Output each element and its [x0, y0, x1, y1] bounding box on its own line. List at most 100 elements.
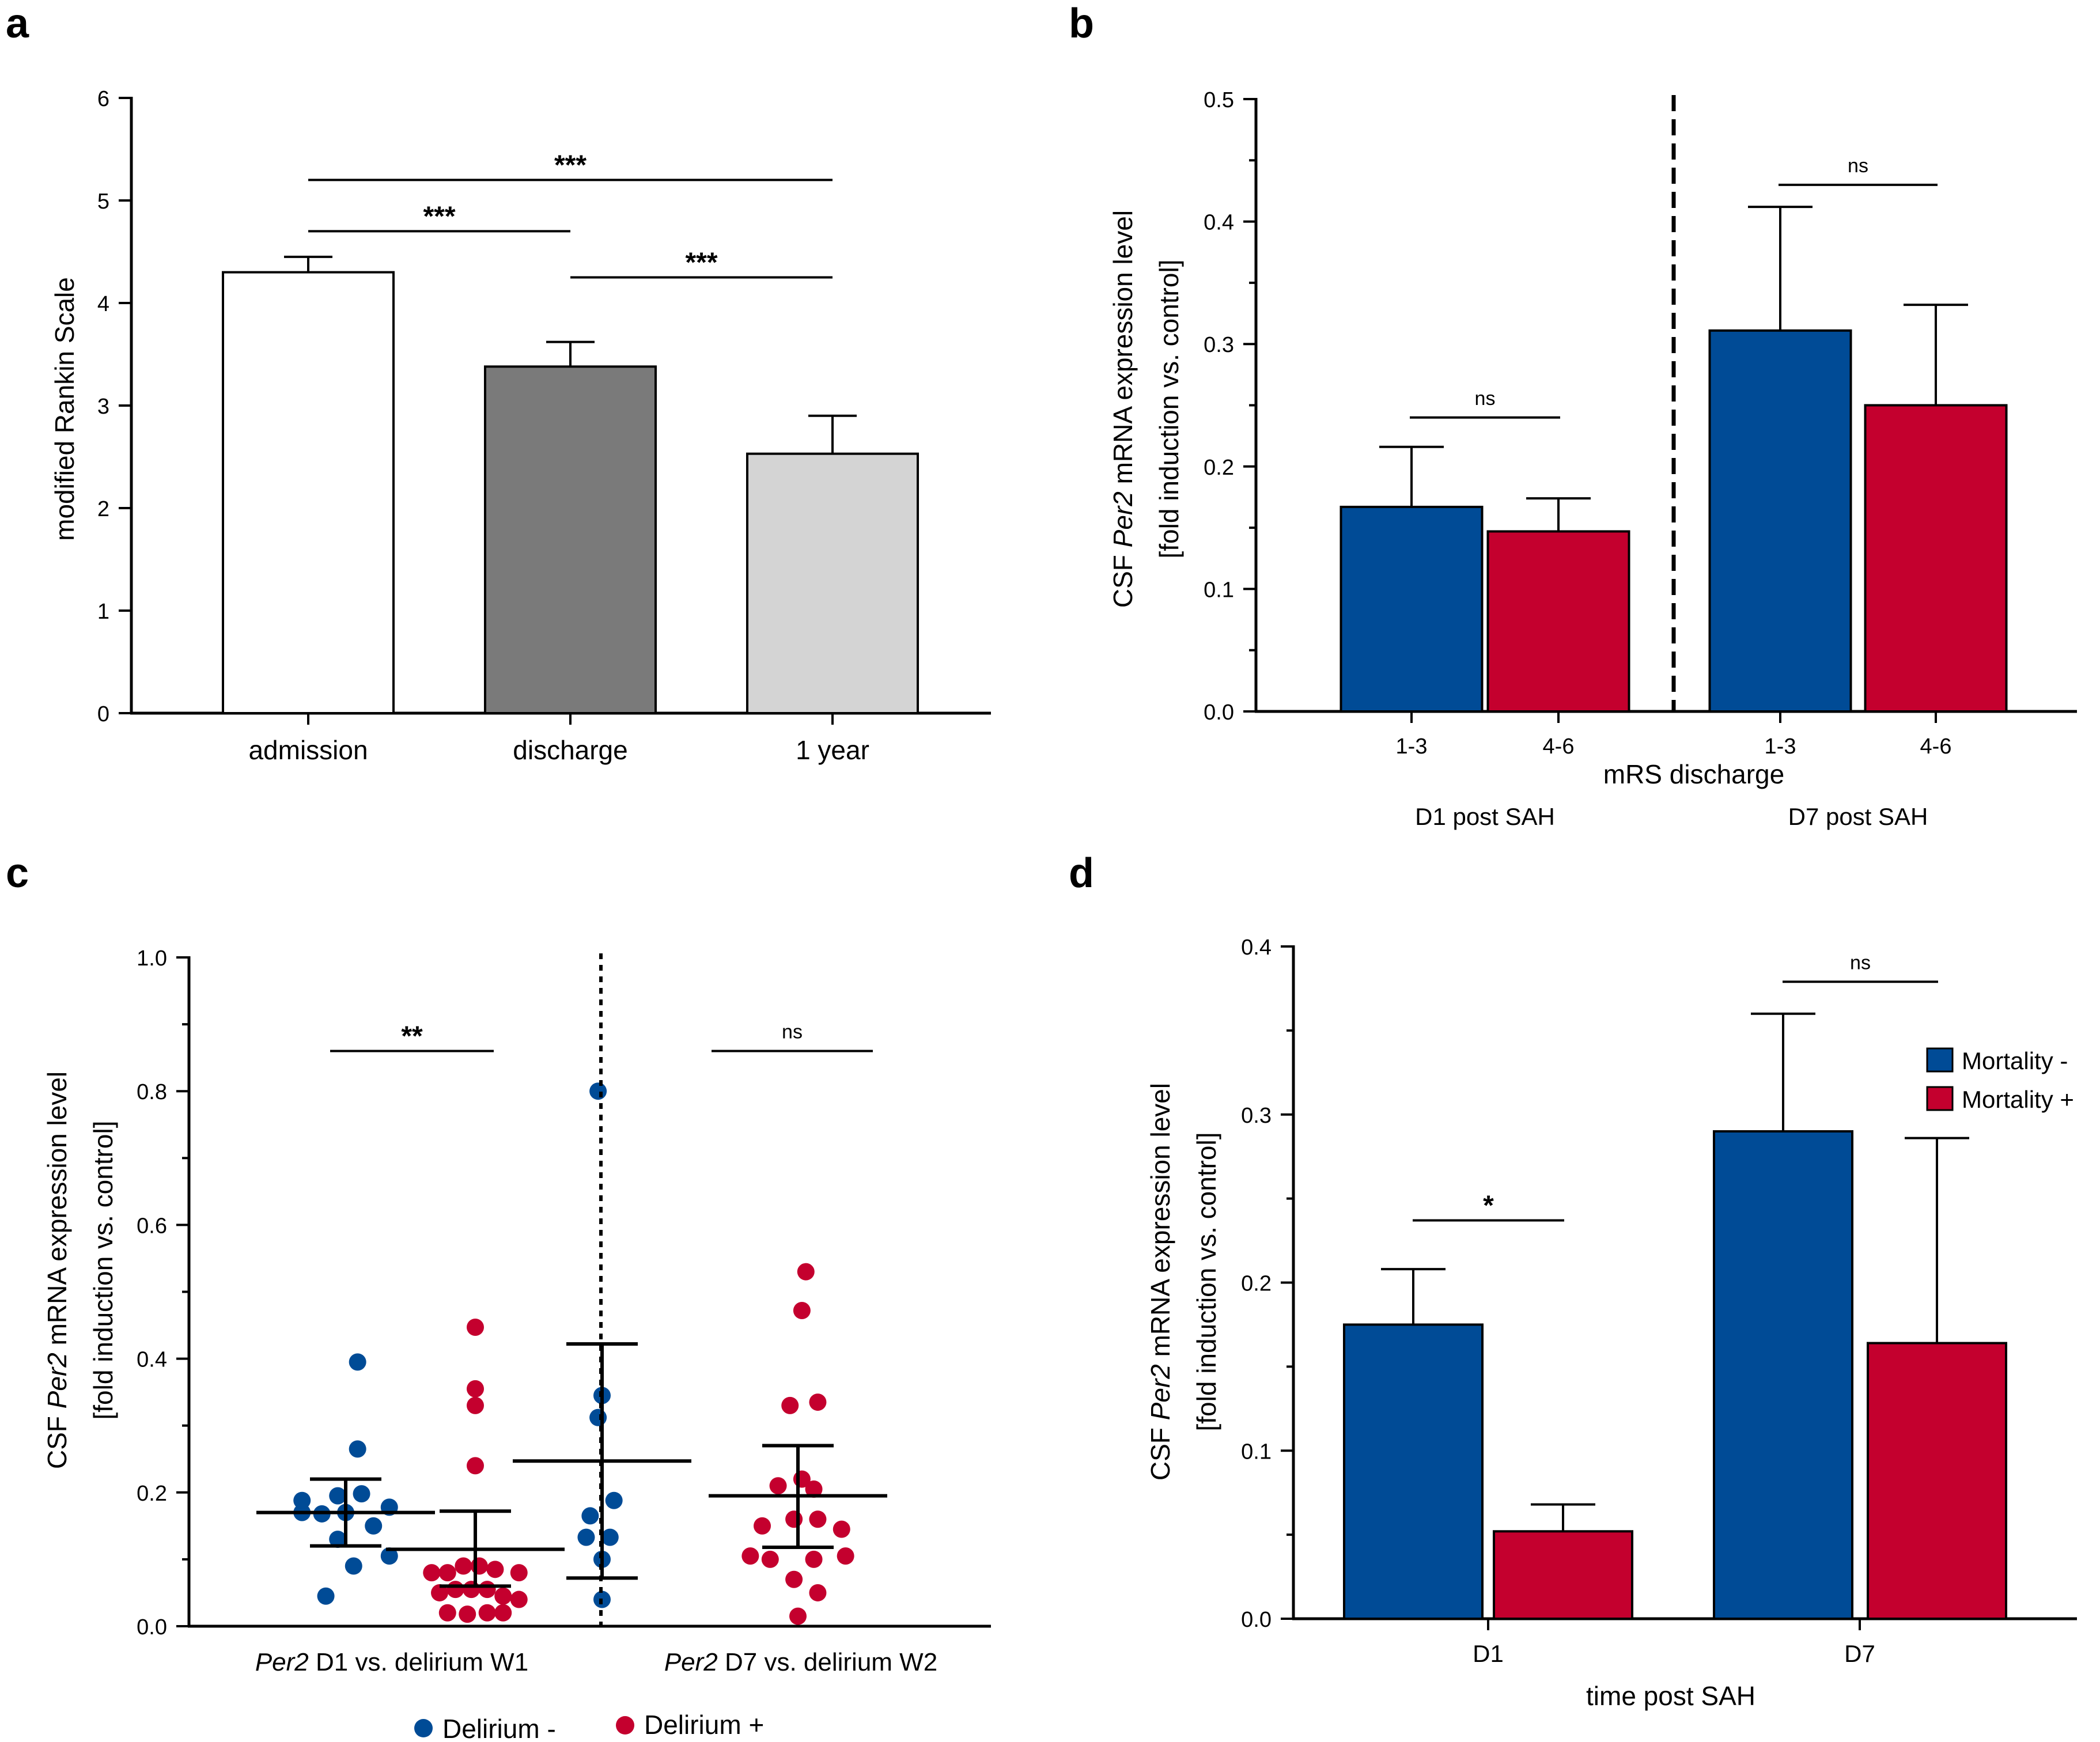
panel-c-point-delirium-pos — [833, 1520, 850, 1538]
panel-b-bar-4-6 — [1864, 404, 2008, 713]
panel-a-y-tick-label: 6 — [97, 87, 109, 111]
panel-c-point-delirium-pos — [494, 1587, 512, 1605]
panel-a-significance-label: *** — [554, 150, 587, 180]
panel-d-y-tick-label: 0.1 — [1241, 1440, 1272, 1464]
panel-c-point-delirium-pos — [438, 1604, 456, 1622]
panel-c-point-delirium-neg — [380, 1547, 398, 1565]
panel-c-point-delirium-pos — [478, 1604, 496, 1622]
panel-c-point-delirium-pos — [431, 1584, 449, 1601]
panel-c-legend-marker-delirium-pos — [616, 1716, 634, 1735]
panel-c-y-tick-label: 0.8 — [137, 1080, 167, 1104]
panel-c-point-delirium-pos — [455, 1557, 472, 1575]
panel-b-x-tick-label: 1-3 — [1765, 734, 1796, 759]
panel-a-x-tick-label: admission — [248, 735, 368, 765]
panel-c-point-delirium-pos — [805, 1480, 823, 1498]
panel-a-x-tick-label: 1 year — [796, 735, 869, 765]
panel-a-significance-label: *** — [685, 248, 717, 278]
panel-c-point-delirium-neg — [353, 1485, 370, 1503]
panel-b-significance-label: ns — [1475, 388, 1496, 410]
panel-d-bar-mortality-neg — [1713, 1130, 1853, 1620]
panel-c-point-delirium-pos — [438, 1564, 456, 1582]
panel-c-point-delirium-pos — [423, 1564, 441, 1582]
panel-c-legend-label: Delirium - — [442, 1714, 556, 1742]
panel-c-group-label: Per2 D1 vs. delirium W1 — [255, 1648, 528, 1676]
panel-a-significance-label: *** — [423, 201, 455, 232]
panel-c-point-delirium-pos — [463, 1581, 480, 1599]
panel-c-point-delirium-pos — [761, 1550, 779, 1568]
panel-b-x-tick-label: 1-3 — [1396, 734, 1428, 759]
panel-c-point-delirium-pos — [785, 1510, 803, 1528]
panel-c-point-delirium-neg — [329, 1531, 347, 1548]
panel-c-y-tick-label: 0.2 — [137, 1482, 167, 1506]
panel-c-point-delirium-pos — [809, 1510, 827, 1528]
panel-d-legend-marker-mortality-neg — [1926, 1047, 1954, 1073]
panel-b-y-axis-label-2: [fold induction vs. control] — [1154, 259, 1184, 558]
panel-c-point-delirium-neg — [581, 1507, 599, 1525]
panel-d-y-tick-label: 0.4 — [1241, 936, 1272, 960]
panel-b-y-tick-label: 0.0 — [1204, 700, 1234, 725]
panel-a-bar-discharge — [484, 365, 657, 714]
panel-c-point-delirium-pos — [478, 1581, 496, 1599]
panel-c-group-label: Per2 D7 vs. delirium W2 — [664, 1648, 937, 1676]
panel-b-y-tick-label: 0.3 — [1204, 333, 1234, 357]
panel-c-point-delirium-pos — [510, 1564, 528, 1582]
panel-c-point-delirium-pos — [754, 1517, 771, 1535]
panel-a-bar-1-year — [746, 452, 919, 714]
panel-a-y-tick-label: 4 — [97, 292, 109, 316]
panel-c-point-delirium-pos — [793, 1302, 811, 1320]
panel-c-point-delirium-pos — [467, 1319, 484, 1336]
panel-b-bar-1-3 — [1340, 505, 1484, 713]
panel-d-y-tick-label: 0.0 — [1241, 1608, 1272, 1632]
panel-c-point-delirium-neg — [589, 1408, 607, 1426]
panel-b-x-axis-label: mRS discharge — [1603, 759, 1784, 789]
panel-b-significance-label: ns — [1848, 155, 1868, 177]
panel-c-point-delirium-pos — [459, 1605, 476, 1623]
panel-c-point-delirium-neg — [589, 1082, 607, 1100]
panel-b-y-axis-label: CSF Per2 mRNA expression level — [1108, 210, 1138, 608]
panel-c-point-delirium-pos — [447, 1581, 464, 1599]
panel-b-bar-1-3 — [1708, 329, 1852, 713]
panel-c-point-delirium-neg — [349, 1440, 366, 1458]
panel-c-point-delirium-neg — [345, 1557, 362, 1575]
panel-d-legend-marker-mortality-pos — [1926, 1086, 1954, 1111]
panel-a-y-tick-label: 3 — [97, 395, 109, 419]
panel-c-point-delirium-pos — [797, 1263, 815, 1281]
panel-c-y-axis-label: CSF Per2 mRNA expression level — [42, 1071, 72, 1469]
panel-label-b: b — [1069, 1, 1094, 47]
panel-c-point-delirium-pos — [769, 1477, 787, 1495]
panel-b-group-label: D7 post SAH — [1788, 803, 1928, 830]
panel-c-point-delirium-pos — [467, 1396, 484, 1414]
panel-c-point-delirium-pos — [486, 1561, 504, 1578]
panel-a-y-tick-label: 1 — [97, 600, 109, 624]
panel-c-point-delirium-pos — [809, 1393, 827, 1411]
panel-a-y-tick-label: 5 — [97, 190, 109, 214]
panel-b-y-tick-label: 0.2 — [1204, 456, 1234, 480]
panel-d-bar-mortality-neg — [1343, 1323, 1484, 1620]
panel-c-y-tick-label: 1.0 — [137, 946, 167, 971]
panel-c-legend-label: Delirium + — [644, 1710, 764, 1740]
panel-c-point-delirium-pos — [510, 1590, 528, 1608]
panel-label-c: c — [6, 850, 29, 896]
panel-d-legend-label: Mortality - — [1962, 1047, 2068, 1074]
panel-label-d: d — [1069, 850, 1094, 896]
panel-a-x-tick-label: discharge — [513, 735, 627, 765]
panel-d-y-tick-label: 0.2 — [1241, 1272, 1272, 1296]
panel-c-significance-label: ns — [782, 1021, 803, 1043]
panel-b-x-tick-label: 4-6 — [1920, 734, 1952, 759]
panel-b-y-tick-label: 0.1 — [1204, 578, 1234, 602]
panel-c-point-delirium-neg — [329, 1487, 347, 1505]
panel-a-y-tick-label: 2 — [97, 497, 109, 521]
panel-d-significance-label: ns — [1850, 952, 1871, 974]
panel-c-point-delirium-neg — [601, 1528, 619, 1546]
panel-d-y-axis-label: CSF Per2 mRNA expression level — [1145, 1083, 1175, 1480]
panel-d-bar-mortality-pos — [1867, 1342, 2007, 1620]
panel-b-x-tick-label: 4-6 — [1543, 734, 1575, 759]
panel-c-point-delirium-pos — [809, 1584, 827, 1601]
panel-c-point-delirium-neg — [317, 1587, 335, 1605]
panel-b-bar-4-6 — [1486, 530, 1630, 713]
panel-c-point-delirium-pos — [805, 1550, 823, 1568]
panel-c-legend-marker-delirium-neg — [414, 1719, 433, 1737]
panel-c-point-delirium-pos — [837, 1547, 854, 1565]
panel-d-y-axis-label-2: [fold induction vs. control] — [1191, 1132, 1221, 1431]
